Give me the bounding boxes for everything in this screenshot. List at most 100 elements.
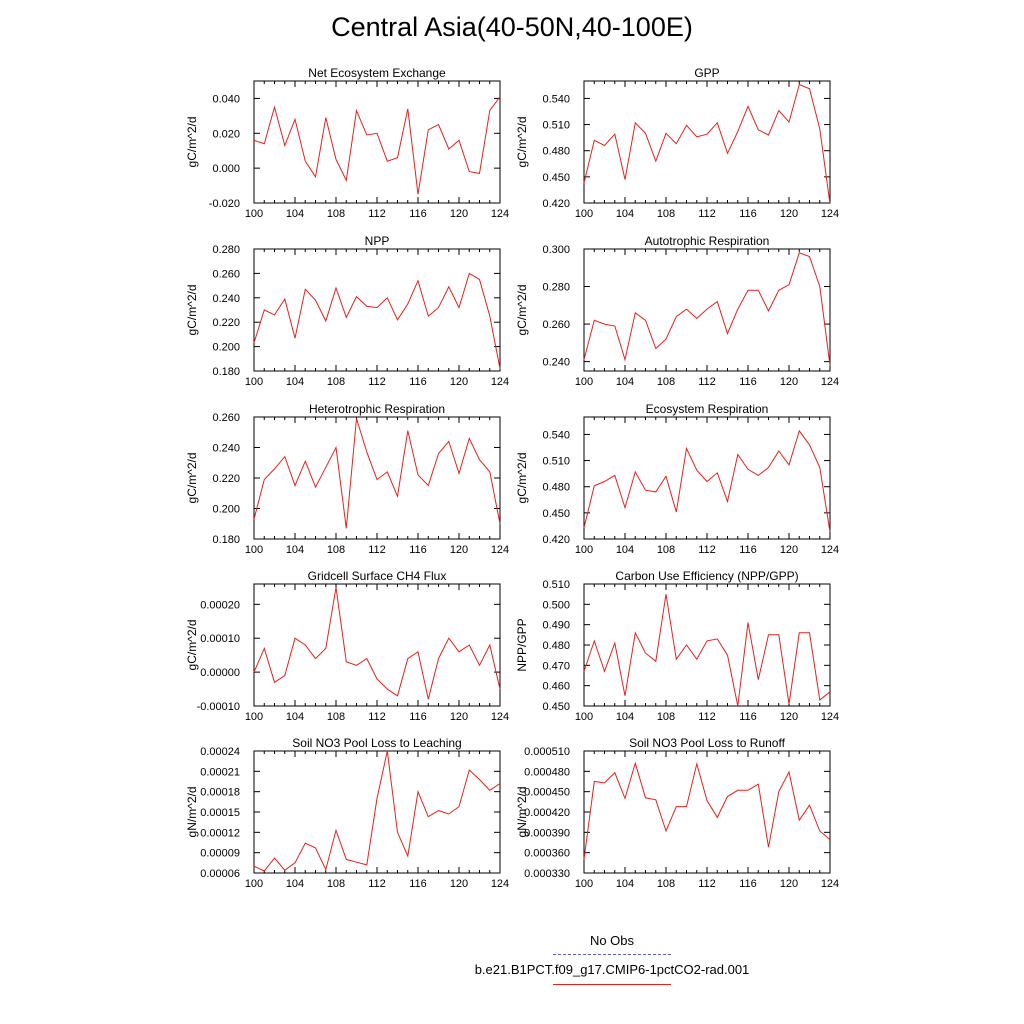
x-tick-label: 100 (575, 208, 593, 220)
y-tick-label: 0.240 (542, 357, 570, 369)
x-tick-label: 104 (616, 208, 634, 220)
y-tick-label: 0.00006 (200, 868, 240, 880)
series-line (253, 587, 501, 700)
x-tick-label: 116 (739, 878, 757, 890)
legend-obs-line (553, 954, 671, 955)
y-tick-label: 0.460 (542, 681, 570, 693)
chart-title: Soil NO3 Pool Loss to Leaching (292, 736, 461, 750)
y-tick-label: 0.510 (542, 120, 570, 132)
x-tick-label: 120 (780, 544, 798, 556)
x-tick-label: 120 (780, 208, 798, 220)
y-tick-label: 0.480 (542, 146, 570, 158)
x-tick-label: 120 (450, 208, 468, 220)
y-tick-label: 0.260 (212, 268, 240, 280)
x-tick-label: 104 (286, 711, 304, 723)
y-tick-label: 0.00024 (200, 746, 240, 758)
x-tick-label: 108 (657, 544, 675, 556)
x-tick-label: 116 (409, 376, 427, 388)
x-tick-label: 108 (327, 544, 345, 556)
plot-frame (253, 750, 501, 874)
y-tick-label: -0.00010 (197, 701, 240, 713)
y-tick-label: 0.020 (212, 128, 240, 140)
chart-5: Heterotrophic Respiration gC/m^2/d 100 104 1… (185, 402, 509, 556)
y-tick-label: 0.000360 (524, 848, 570, 860)
chart-title: Autotrophic Respiration (645, 234, 770, 248)
y-tick-label: 0.450 (542, 701, 570, 713)
x-tick-label: 100 (245, 711, 263, 723)
x-tick-label: 116 (409, 878, 427, 890)
chart-10: Soil NO3 Pool Loss to Runoff gN/m^2/d 100 1… (515, 736, 839, 890)
series-line (253, 96, 501, 195)
y-axis-label: gN/m^2/d (515, 787, 529, 838)
x-tick-label: 108 (327, 208, 345, 220)
y-tick-label: 0.000480 (524, 766, 570, 778)
x-tick-label: 116 (409, 711, 427, 723)
x-tick-label: 120 (780, 711, 798, 723)
y-tick-label: 0.000390 (524, 827, 570, 839)
y-axis-label: gC/m^2/d (185, 453, 199, 504)
y-tick-label: 0.300 (542, 244, 570, 256)
x-tick-label: 124 (821, 711, 839, 723)
y-tick-label: 0.00020 (200, 599, 240, 611)
y-tick-label: 0.180 (212, 534, 240, 546)
y-tick-label: 0.040 (212, 93, 240, 105)
y-tick-label: 0.280 (542, 282, 570, 294)
y-tick-label: 0.470 (542, 660, 570, 672)
series-line (253, 418, 501, 529)
y-tick-label: 0.450 (542, 172, 570, 184)
x-tick-label: 104 (616, 878, 634, 890)
y-tick-label: 0.00010 (200, 633, 240, 645)
x-tick-label: 124 (821, 208, 839, 220)
y-tick-label: 0.00015 (200, 807, 240, 819)
y-tick-label: 0.000330 (524, 868, 570, 880)
y-tick-label: -0.020 (209, 198, 240, 210)
y-tick-label: 0.500 (542, 599, 570, 611)
x-tick-label: 116 (409, 208, 427, 220)
chart-title: Heterotrophic Respiration (309, 402, 445, 416)
x-tick-label: 112 (698, 208, 716, 220)
x-tick-label: 112 (698, 376, 716, 388)
y-tick-label: 0.240 (212, 443, 240, 455)
x-tick-label: 116 (739, 544, 757, 556)
y-axis-label: gC/m^2/d (515, 285, 529, 336)
x-tick-label: 124 (821, 544, 839, 556)
x-tick-label: 112 (698, 878, 716, 890)
y-tick-label: 0.000 (212, 163, 240, 175)
x-tick-label: 116 (739, 711, 757, 723)
x-tick-label: 112 (698, 544, 716, 556)
y-tick-label: 0.00012 (200, 827, 240, 839)
x-tick-label: 112 (368, 376, 386, 388)
series-line (583, 594, 831, 707)
y-axis-label: gN/m^2/d (185, 787, 199, 838)
x-tick-label: 120 (780, 878, 798, 890)
x-tick-label: 112 (368, 208, 386, 220)
chart-title: Ecosystem Respiration (646, 402, 769, 416)
chart-9: Soil NO3 Pool Loss to Leaching gN/m^2/d 10… (185, 736, 509, 890)
plot-frame (583, 80, 831, 204)
x-tick-label: 124 (491, 208, 509, 220)
plot-frame (583, 583, 831, 707)
x-tick-label: 100 (245, 878, 263, 890)
y-axis-label: gC/m^2/d (185, 285, 199, 336)
chart-title: Net Ecosystem Exchange (308, 66, 446, 80)
y-axis-label: gC/m^2/d (515, 117, 529, 168)
y-tick-label: 0.180 (212, 366, 240, 378)
plot-frame (253, 248, 501, 372)
x-tick-label: 108 (327, 711, 345, 723)
chart-4: Autotrophic Respiration gC/m^2/d 100 104 108… (515, 234, 839, 388)
plot-frame (583, 750, 831, 874)
x-tick-label: 120 (450, 878, 468, 890)
y-tick-label: 0.490 (542, 620, 570, 632)
x-tick-label: 108 (657, 376, 675, 388)
chart-title: Gridcell Surface CH4 Flux (308, 569, 447, 583)
x-tick-label: 108 (327, 878, 345, 890)
y-tick-label: 0.000450 (524, 787, 570, 799)
chart-title: Soil NO3 Pool Loss to Runoff (629, 736, 786, 750)
y-tick-label: 0.200 (212, 342, 240, 354)
chart-3: NPP gC/m^2/d 100 104 108 112 116 120 124 0.180 0.2… (185, 234, 509, 388)
legend-obs-label: No Obs (589, 933, 635, 948)
x-tick-label: 100 (245, 376, 263, 388)
x-tick-label: 104 (616, 544, 634, 556)
chart-1: Net Ecosystem Exchange gC/m^2/d 100 104 108 1… (185, 66, 509, 220)
